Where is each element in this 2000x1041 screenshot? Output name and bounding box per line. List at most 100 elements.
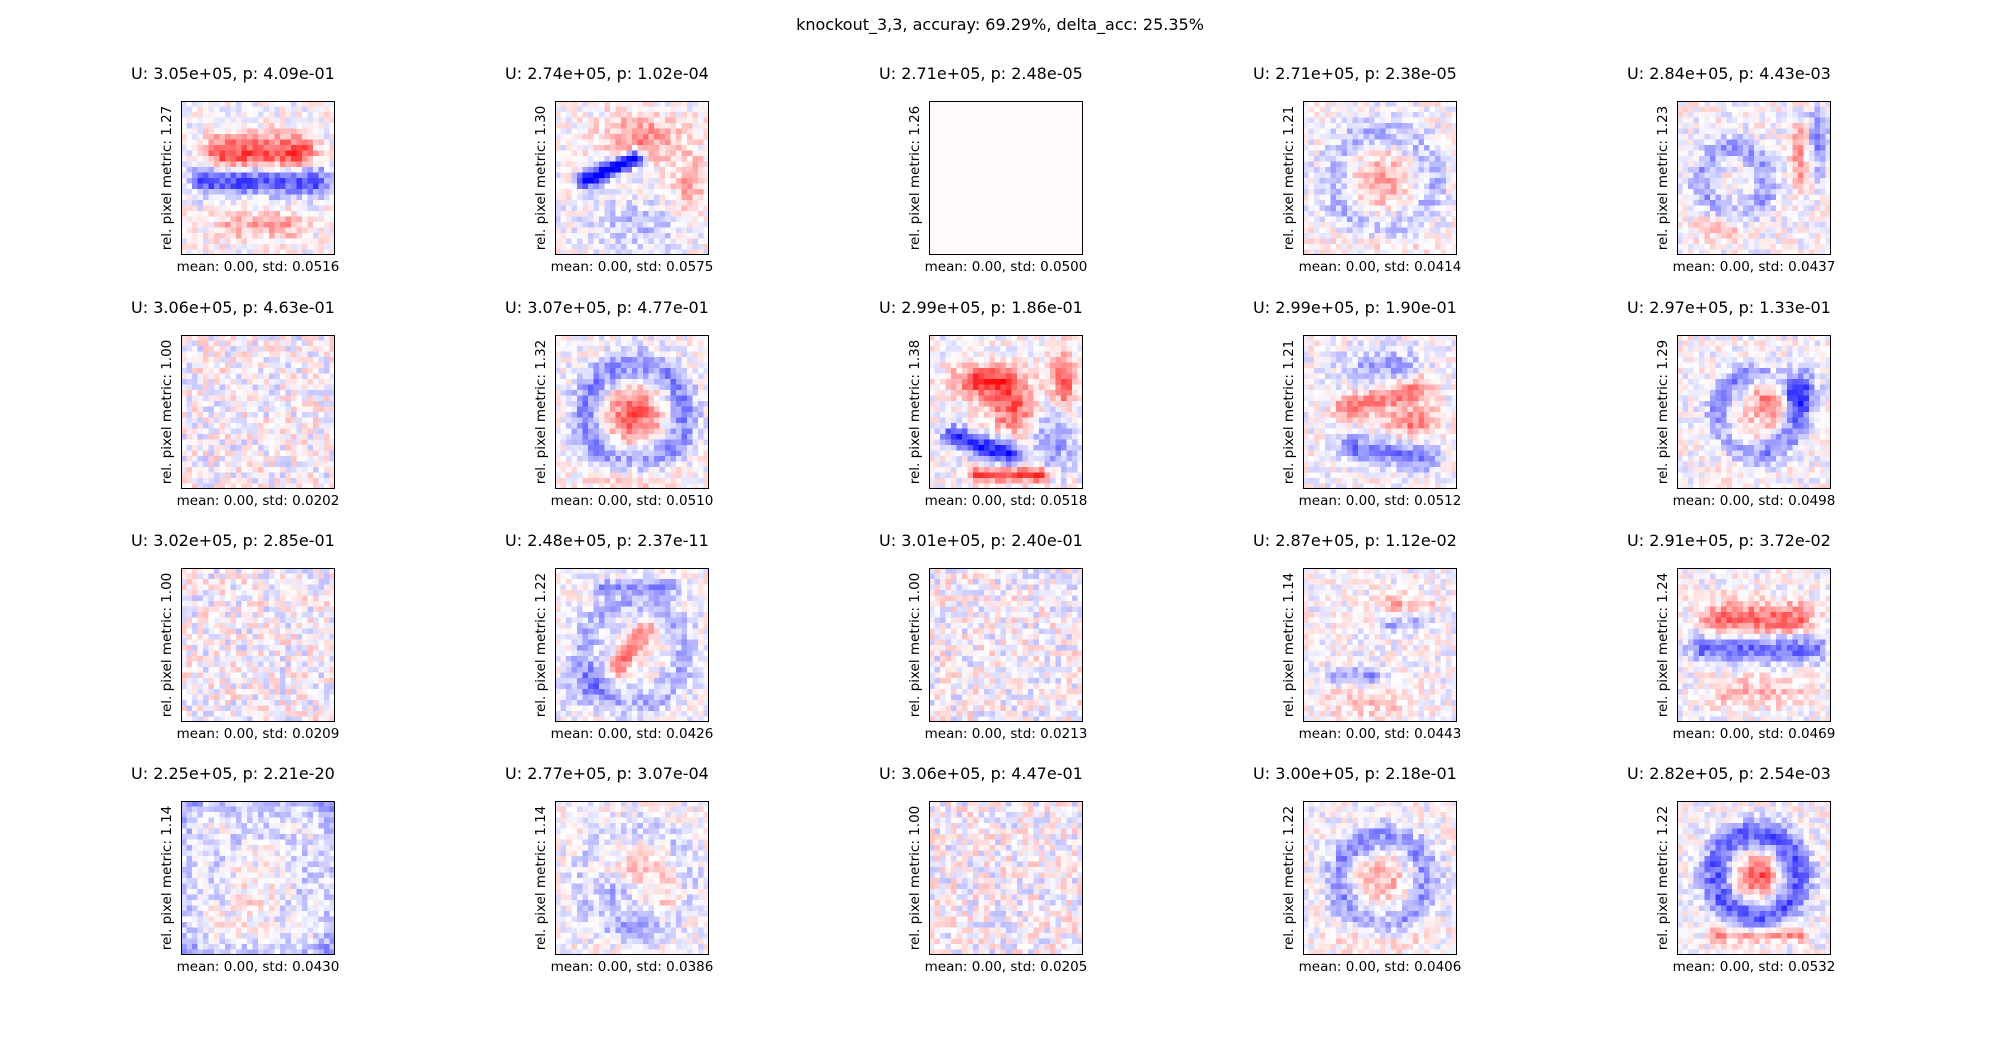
heatmap-cell	[258, 467, 264, 473]
heatmap-cell	[1738, 112, 1744, 118]
heatmap-cell	[242, 239, 248, 245]
heatmap-cell	[682, 134, 688, 140]
heatmap-cell	[1705, 228, 1711, 234]
heatmap-cell	[220, 140, 226, 146]
heatmap-cell	[649, 178, 655, 184]
heatmap-cell	[995, 184, 1001, 190]
heatmap-cell	[698, 167, 704, 173]
heatmap-cell	[1375, 162, 1381, 168]
heatmap-cell	[627, 195, 633, 201]
heatmap-cell	[1006, 156, 1012, 162]
heatmap-cell	[588, 250, 594, 256]
heatmap-cell	[1375, 233, 1381, 239]
heatmap-cell	[1056, 112, 1062, 118]
heatmap-cell	[1050, 244, 1056, 250]
heatmap-cell	[236, 167, 242, 173]
heatmap-cell	[1826, 101, 1832, 107]
heatmap-cell	[704, 228, 710, 234]
heatmap-cell	[1006, 184, 1012, 190]
heatmap-cell	[627, 184, 633, 190]
heatmap-cell	[1320, 217, 1326, 223]
heatmap-cell	[1760, 211, 1766, 217]
heatmap-cell	[1006, 244, 1012, 250]
heatmap-cell	[693, 118, 699, 124]
heatmap-cell	[693, 200, 699, 206]
heatmap-cell	[1787, 118, 1793, 124]
heatmap-cell	[308, 151, 314, 157]
heatmap-cell	[291, 451, 297, 457]
heatmap-cell	[198, 195, 204, 201]
heatmap-cell	[203, 374, 209, 380]
heatmap-cell	[1446, 140, 1452, 146]
heatmap-cell	[275, 156, 281, 162]
heatmap-cell	[236, 478, 242, 484]
heatmap-cell	[319, 211, 325, 217]
heatmap-cell	[1331, 239, 1337, 245]
heatmap-cell	[940, 134, 946, 140]
heatmap-cell	[929, 244, 935, 250]
heatmap-cell	[231, 368, 237, 374]
heatmap-cell	[1738, 173, 1744, 179]
heatmap-cell	[616, 189, 622, 195]
heatmap-cell	[929, 178, 935, 184]
heatmap-cell	[247, 206, 253, 212]
heatmap-cell	[577, 189, 583, 195]
heatmap-cell	[588, 368, 594, 374]
heatmap-cell	[1006, 189, 1012, 195]
heatmap-cell	[220, 341, 226, 347]
heatmap-cell	[1705, 222, 1711, 228]
heatmap-cell	[209, 228, 215, 234]
heatmap-cell	[654, 233, 660, 239]
heatmap-cell	[1369, 244, 1375, 250]
heatmap-cell	[577, 357, 583, 363]
heatmap-cell	[286, 385, 292, 391]
heatmap-cell	[291, 418, 297, 424]
heatmap-cell	[236, 195, 242, 201]
heatmap-cell	[1683, 140, 1689, 146]
heatmap-cell	[330, 445, 336, 451]
heatmap-cell	[220, 445, 226, 451]
heatmap-cell	[203, 112, 209, 118]
heatmap-cell	[1765, 145, 1771, 151]
heatmap-cell	[1314, 112, 1320, 118]
heatmap-cell	[258, 484, 264, 490]
heatmap-cell	[1754, 206, 1760, 212]
heatmap-cell	[297, 244, 303, 250]
heatmap-cell	[627, 189, 633, 195]
heatmap-cell	[1353, 244, 1359, 250]
heatmap-cell	[214, 217, 220, 223]
heatmap-cell	[1067, 250, 1073, 256]
heatmap-cell	[203, 101, 209, 107]
heatmap-cell	[671, 250, 677, 256]
heatmap-cell	[643, 178, 649, 184]
heatmap-cell	[1347, 189, 1353, 195]
heatmap-cell	[1358, 107, 1364, 113]
heatmap-cell	[297, 341, 303, 347]
heatmap-cell	[1782, 250, 1788, 256]
heatmap-cell	[1006, 217, 1012, 223]
heatmap-cell	[247, 473, 253, 479]
heatmap-cell	[638, 206, 644, 212]
heatmap-cell	[286, 239, 292, 245]
heatmap-cell	[1364, 222, 1370, 228]
heatmap-cell	[1820, 217, 1826, 223]
heatmap-cell	[302, 151, 308, 157]
heatmap-cell	[1754, 118, 1760, 124]
heatmap-cell	[1677, 206, 1683, 212]
heatmap-cell	[1369, 195, 1375, 201]
heatmap-cell	[192, 407, 198, 413]
heatmap-cell	[676, 374, 682, 380]
heatmap-cell	[1771, 129, 1777, 135]
heatmap-cell	[1820, 173, 1826, 179]
heatmap-cell	[225, 352, 231, 358]
heatmap-cell	[203, 352, 209, 358]
heatmap-cell	[940, 184, 946, 190]
heatmap-cell	[654, 118, 660, 124]
heatmap-cell	[275, 211, 281, 217]
heatmap-cell	[1061, 211, 1067, 217]
heatmap-cell	[1760, 184, 1766, 190]
heatmap-cell	[616, 374, 622, 380]
heatmap-cell	[572, 178, 578, 184]
heatmap-cell	[1386, 228, 1392, 234]
heatmap-cell	[1793, 217, 1799, 223]
